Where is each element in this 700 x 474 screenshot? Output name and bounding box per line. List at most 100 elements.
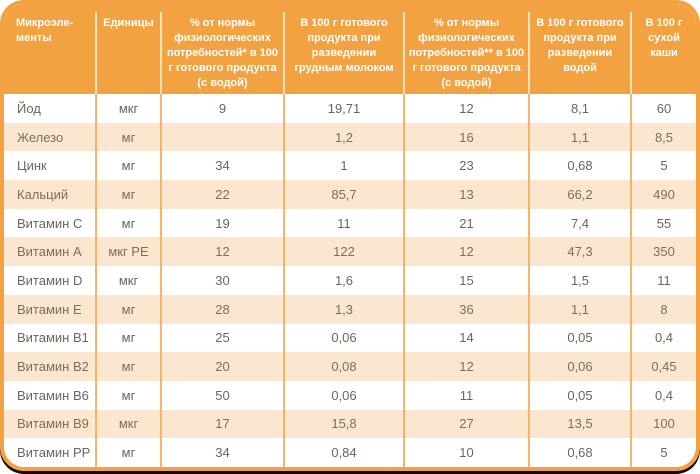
value-cell: 0,4 [630, 380, 696, 410]
value-cell: 36 [403, 294, 528, 324]
value-cell: 350 [630, 237, 696, 267]
value-cell: 20 [160, 352, 283, 381]
header-per-100g-dry: В 100 г сухой каши [630, 4, 696, 94]
unit-cell: мкг [95, 94, 160, 123]
unit-cell: мг [95, 352, 160, 381]
nutrient-name-cell: Витамин B9 [4, 409, 95, 439]
unit-cell: мг [95, 151, 160, 181]
nutrient-name-cell: Витамин D [17, 272, 83, 288]
value-cell: 34 [160, 438, 283, 467]
value-cell: 10 [403, 438, 528, 467]
value-cell: 0,06 [283, 323, 403, 353]
value-cell: 12 [403, 352, 528, 381]
value-cell: 13,5 [528, 409, 630, 439]
value-cell: 8 [630, 294, 696, 324]
nutrient-name-cell: Витамин B2 [4, 352, 95, 381]
unit-cell: мкг РЕ [95, 237, 160, 267]
value-cell: 12 [403, 94, 528, 123]
unit-cell: мг [95, 208, 160, 238]
table-row: Витамин B6 мг 50 0,06 11 0,05 0,4 [4, 380, 696, 410]
table-row: Витамин B2 мг 20 0,08 12 0,06 0,45 [4, 352, 696, 381]
value-cell: 0,06 [283, 380, 403, 410]
nutrient-name-cell: Витамин PP [17, 445, 91, 461]
value-cell: 85,7 [283, 180, 403, 209]
value-cell: 0,05 [528, 380, 630, 410]
value-cell: 19 [160, 208, 283, 238]
value-cell: 1,6 [283, 266, 403, 295]
table-row: Витамин B1 мг 25 0,06 14 0,05 0,4 [4, 323, 696, 353]
nutrient-name-cell: Витамин A [4, 237, 95, 267]
value-cell: 7,4 [528, 208, 630, 238]
table-row: Витамин C мг 19 11 21 7,4 55 [4, 208, 696, 238]
header-per-100g-water: В 100 г готового продукта при разведении… [528, 4, 630, 94]
header-units: Единицы [95, 4, 160, 94]
value-cell: 1,1 [528, 122, 630, 152]
nutrient-name-cell: Цинк [17, 158, 47, 174]
unit-cell: мг [95, 323, 160, 353]
value-cell: 0,45 [630, 352, 696, 381]
value-cell: 17 [160, 409, 283, 439]
unit-cell: мкг [95, 266, 160, 295]
value-cell: 122 [283, 237, 403, 267]
value-cell: 0,4 [630, 323, 696, 353]
header-percent-norm-milk: % от нормы физиологических потребностей*… [160, 4, 283, 94]
unit-cell: мкг [95, 409, 160, 439]
nutrient-name-cell: Кальций [4, 180, 95, 209]
value-cell: 28 [160, 294, 283, 324]
value-cell: 0,08 [283, 352, 403, 381]
header-microelements: Микроэле-менты [4, 4, 95, 94]
value-cell: 1 [283, 151, 403, 181]
value-cell: 5 [630, 151, 696, 181]
value-cell: 22 [160, 180, 283, 209]
header-row: Микроэле-менты Единицы % от нормы физиол… [4, 4, 696, 94]
value-cell: 19,71 [283, 94, 403, 123]
value-cell: 16 [403, 122, 528, 152]
nutrition-table: Микроэле-менты Единицы % от нормы физиол… [4, 4, 696, 467]
value-cell: 8,1 [528, 94, 630, 123]
value-cell: 25 [160, 323, 283, 353]
table-row: Йод мкг 9 19,71 12 8,1 60 [4, 94, 696, 123]
nutrient-name-cell: Йод [17, 100, 41, 116]
value-cell: 490 [630, 180, 696, 209]
nutrient-name-cell: Витамин C [17, 215, 83, 231]
value-cell: 0,68 [528, 151, 630, 181]
value-cell: 1,1 [528, 294, 630, 324]
unit-cell: мг [95, 122, 160, 152]
table-row: Витамин B9 мкг 17 15,8 27 13,5 100 [4, 409, 696, 439]
value-cell: 0,84 [283, 438, 403, 467]
value-cell: 1,2 [283, 122, 403, 152]
header-per-100g-breast-milk: В 100 г готового продукта при разведении… [283, 4, 403, 94]
table-row: Кальций мг 22 85,7 13 66,2 490 [4, 180, 696, 209]
value-cell: 8,5 [630, 122, 696, 152]
value-cell: 11 [283, 208, 403, 238]
value-cell [160, 122, 283, 152]
value-cell: 30 [160, 266, 283, 295]
value-cell: 1,3 [283, 294, 403, 324]
value-cell: 100 [630, 409, 696, 439]
unit-cell: мг [95, 380, 160, 410]
value-cell: 23 [403, 151, 528, 181]
value-cell: 12 [160, 237, 283, 267]
table-row: Витамин PP мг 34 0,84 10 0,68 5 [4, 438, 696, 467]
value-cell: 14 [403, 323, 528, 353]
value-cell: 0,68 [528, 438, 630, 467]
unit-cell: мг [95, 180, 160, 209]
value-cell: 34 [160, 151, 283, 181]
value-cell: 11 [403, 380, 528, 410]
value-cell: 66,2 [528, 180, 630, 209]
value-cell: 0,05 [528, 323, 630, 353]
unit-cell: мг [95, 438, 160, 467]
value-cell: 13 [403, 180, 528, 209]
nutrient-name-cell: Витамин B1 [17, 330, 89, 346]
table-header: Микроэле-менты Единицы % от нормы физиол… [4, 4, 696, 94]
table-row: Цинк мг 34 1 23 0,68 5 [4, 151, 696, 181]
value-cell: 0,06 [528, 352, 630, 381]
value-cell: 9 [160, 94, 283, 123]
nutrient-name-cell: Витамин E [4, 294, 95, 324]
value-cell: 55 [630, 208, 696, 238]
value-cell: 1,5 [528, 266, 630, 295]
table-row: Железо мг 1,2 16 1,1 8,5 [4, 122, 696, 152]
value-cell: 12 [403, 237, 528, 267]
